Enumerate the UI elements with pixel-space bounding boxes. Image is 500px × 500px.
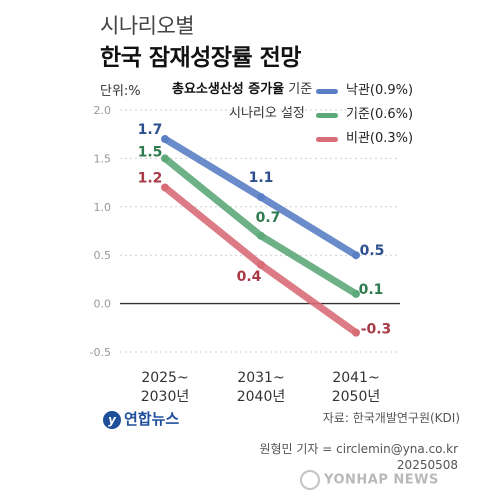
x-tick-label: 2041~ (332, 370, 379, 386)
data-point-baseline (257, 231, 265, 240)
y-tick-label: -0.5 (90, 346, 111, 359)
legend-swatch-optimistic (316, 89, 338, 94)
watermark: YONHAP NEWS (300, 470, 439, 490)
yonhap-logo: y 연합뉴스 (103, 408, 179, 429)
scenario-note-rest: 기준 (284, 82, 313, 97)
data-point-optimistic (352, 251, 360, 260)
watermark-icon (300, 470, 320, 490)
chart-subtitle: 시나리오별 (100, 14, 195, 38)
data-label-pessimistic: 1.2 (138, 170, 163, 186)
source-text: 자료: 한국개발연구원(KDI) (322, 411, 460, 425)
unit-label: 단위:% (100, 84, 141, 99)
legend-swatch-pessimistic (316, 137, 338, 142)
y-tick-label: 0.0 (94, 298, 112, 311)
data-label-pessimistic: -0.3 (361, 322, 392, 338)
data-label-optimistic: 1.7 (138, 122, 163, 138)
yonhap-logo-text: 연합뉴스 (124, 410, 180, 428)
data-point-baseline (161, 154, 169, 163)
data-point-pessimistic (352, 328, 360, 337)
credit-date: 20250508 (396, 458, 458, 472)
data-point-optimistic (257, 193, 265, 202)
yonhap-logo-icon: y (103, 410, 121, 429)
x-tick-label: 2040년 (237, 389, 286, 405)
data-label-optimistic: 1.1 (249, 170, 274, 186)
legend-label-optimistic: 낙관(0.9%) (346, 83, 414, 98)
x-tick-label: 2050년 (332, 389, 381, 405)
scenario-note: 총요소생산성 증가율 기준 (172, 80, 312, 100)
data-label-pessimistic: 0.4 (237, 269, 262, 285)
watermark-text: YONHAP NEWS (324, 472, 439, 488)
data-label-baseline: 1.5 (138, 144, 163, 160)
y-tick-label: 0.5 (94, 249, 112, 262)
data-point-pessimistic (257, 260, 265, 269)
legend-label-pessimistic: 비관(0.3%) (346, 131, 414, 146)
legend-swatch-baseline (316, 113, 338, 118)
data-point-baseline (352, 289, 360, 298)
y-tick-label: 2.0 (94, 104, 112, 117)
credit-block: 원형민 기자 = circlemin@yna.co.kr 20250508 (259, 441, 458, 473)
y-tick-label: 1.0 (94, 201, 112, 214)
credit-reporter: 원형민 기자 = circlemin@yna.co.kr (259, 442, 458, 456)
data-label-optimistic: 0.5 (360, 243, 385, 259)
data-point-optimistic (161, 135, 169, 144)
x-tick-label: 2030년 (141, 389, 190, 405)
chart-title: 한국 잠재성장률 전망 (100, 45, 301, 71)
data-label-baseline: 0.1 (359, 282, 384, 298)
y-tick-label: 1.5 (94, 152, 112, 165)
scenario-note-bold: 총요소생산성 증가율 (172, 82, 285, 97)
x-tick-label: 2025~ (141, 370, 188, 386)
data-label-baseline: 0.7 (256, 210, 281, 226)
x-tick-label: 2031~ (237, 370, 284, 386)
legend-label-baseline: 기준(0.6%) (346, 107, 414, 122)
data-point-pessimistic (161, 183, 169, 192)
